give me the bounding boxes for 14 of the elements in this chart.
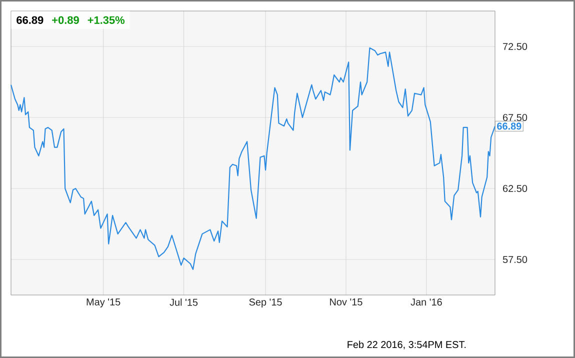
chart-title: 66.89 xyxy=(16,16,44,24)
x-tick-label: May '15 xyxy=(86,298,120,308)
text: Feb 22 2016, 3:54PM EST. xyxy=(348,340,466,350)
x-tick-label: Jul '15 xyxy=(170,298,198,306)
annotation: +1.35% xyxy=(88,16,125,24)
y-tick-label: 67.50 xyxy=(503,114,528,122)
y-tick-label: 62.50 xyxy=(503,184,528,192)
y-tick-label: 57.50 xyxy=(502,256,528,264)
annotation: +0.89 xyxy=(52,16,79,24)
annotation: 66.89 xyxy=(497,122,522,130)
x-tick-label: Jan '16 xyxy=(410,298,442,306)
y-tick-label: 72.50 xyxy=(503,42,528,50)
x-tick-label: Nov '15 xyxy=(330,298,362,306)
x-tick-label: Sep '15 xyxy=(249,298,282,308)
